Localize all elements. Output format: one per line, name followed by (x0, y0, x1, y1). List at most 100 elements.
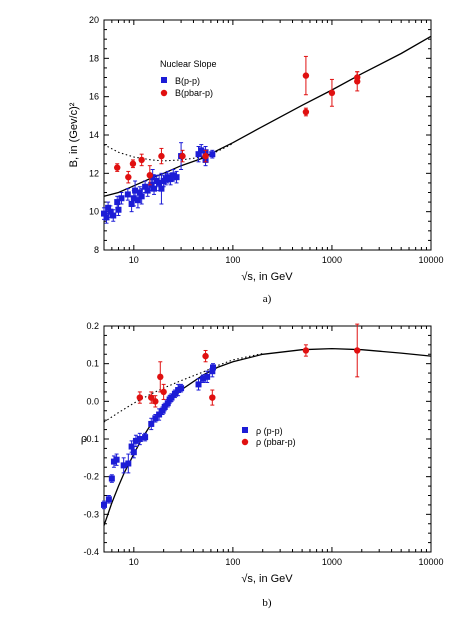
x-tick-label: 10000 (418, 557, 443, 567)
data-point-square (120, 462, 127, 469)
data-point-square (132, 187, 139, 194)
data-point-square (171, 390, 178, 397)
data-point-circle (158, 152, 165, 160)
y-ticks-a: 8 10 12 14 16 18 20 (89, 15, 431, 255)
legend-label-pbarp-b: ρ (pbar-p) (256, 437, 296, 447)
panel-caption-a: a) (263, 293, 272, 305)
x-tick-label: 100 (225, 255, 240, 265)
data-point-circle (302, 347, 310, 354)
data-point-square (134, 197, 141, 204)
y-tick-label: 18 (89, 53, 99, 63)
data-point-circle (302, 108, 310, 116)
y-axis-label-a: B, in (Gev/c)² (68, 102, 80, 167)
x-axis-label-a: √s, in GeV (241, 271, 293, 283)
legend-label-pbarp-a: B(pbar-p) (175, 88, 213, 98)
y-tick-label: -0.1 (83, 434, 99, 444)
panel-caption-b: b) (262, 597, 272, 609)
y-tick-label: -0.3 (83, 509, 99, 519)
x-ticks-a: 10 100 1000 10000 (103, 20, 444, 265)
x-tick-label: 1000 (322, 557, 342, 567)
data-point-square (118, 195, 125, 202)
data-point-square (103, 214, 110, 221)
x-tick-label: 10 (129, 557, 139, 567)
data-point-circle (202, 352, 209, 360)
y-tick-label: 0.1 (86, 359, 99, 369)
x-tick-label: 100 (225, 557, 240, 567)
data-point-square (168, 394, 175, 401)
data-point-circle (179, 152, 186, 160)
data-point-square (151, 185, 158, 192)
data-point-circle (114, 164, 121, 171)
legend-title-a: Nuclear Slope (160, 59, 217, 69)
data-point-square (113, 456, 120, 463)
data-point-circle (302, 72, 310, 79)
legend-marker-pbarp-b (241, 438, 249, 446)
data-point-square (144, 187, 151, 194)
data-point-square (101, 210, 107, 217)
data-point-square (173, 174, 180, 181)
y-tick-label: 20 (89, 15, 99, 25)
data-point-square (128, 201, 135, 207)
data-point-square (105, 204, 112, 211)
data-point-circle (157, 373, 164, 381)
legend-a: Nuclear Slope B(p-p) B(pbar-p) (160, 59, 217, 98)
data-point-circle (328, 89, 336, 97)
data-point-square (128, 443, 135, 450)
y-tick-label: -0.2 (83, 472, 99, 482)
data-point-circle (136, 394, 144, 401)
y-tick-label: 12 (89, 168, 99, 178)
data-point-square (195, 381, 202, 388)
data-point-square (124, 191, 131, 198)
data-point-square (170, 172, 177, 179)
data-point-square (152, 415, 159, 422)
data-point-square (130, 195, 137, 202)
y-tick-label: 16 (89, 92, 99, 102)
x-tick-label: 10000 (418, 255, 443, 265)
y-axis-label-b: ρ (81, 433, 87, 445)
data-point-square (105, 496, 112, 503)
data-point-square (156, 411, 163, 418)
data-point-square (130, 449, 137, 456)
data-point-circle (354, 347, 361, 354)
data-point-square (204, 373, 211, 380)
legend-marker-pbarp-a (160, 89, 168, 97)
x-axis-label-b: √s, in GeV (241, 573, 293, 585)
legend-marker-pp-b (242, 427, 248, 433)
x-tick-label: 1000 (322, 255, 342, 265)
data-point-square (114, 199, 121, 206)
data-point-square (142, 183, 149, 190)
data-points-a (101, 55, 361, 224)
panel-b: 10 100 1000 10000 -0.4 -0.3 -0.2 -0.1 0.0 0.1 0.2… (81, 321, 444, 609)
data-point-square (138, 193, 145, 200)
y-tick-label: 8 (94, 245, 99, 255)
data-point-circle (138, 156, 145, 164)
data-point-square (178, 385, 185, 392)
data-point-square (136, 436, 143, 442)
data-point-circle (129, 160, 137, 167)
data-point-square (167, 176, 174, 183)
y-tick-label: -0.4 (83, 547, 99, 557)
data-point-square (148, 420, 155, 427)
data-point-square (142, 434, 149, 441)
fit-curves-b (103, 347, 432, 526)
y-tick-label: 0.0 (86, 396, 99, 406)
legend-b: ρ (p-p) ρ (pbar-p) (241, 426, 296, 447)
data-point-square (132, 437, 139, 444)
data-point-circle (146, 172, 154, 179)
data-point-square (210, 364, 217, 371)
data-point-circle (148, 394, 155, 401)
data-point-circle (209, 394, 216, 401)
data-point-square (161, 403, 168, 410)
data-point-square (110, 212, 117, 219)
data-point-square (107, 208, 114, 215)
data-point-circle (160, 388, 167, 396)
data-point-square (115, 206, 122, 213)
data-point-square (108, 475, 115, 482)
y-ticks-b: -0.4 -0.3 -0.2 -0.1 0.0 0.1 0.2 (83, 321, 431, 557)
data-point-circle (354, 74, 361, 81)
data-point-square (149, 174, 156, 181)
data-point-square (101, 501, 107, 508)
data-point-square (198, 147, 205, 154)
